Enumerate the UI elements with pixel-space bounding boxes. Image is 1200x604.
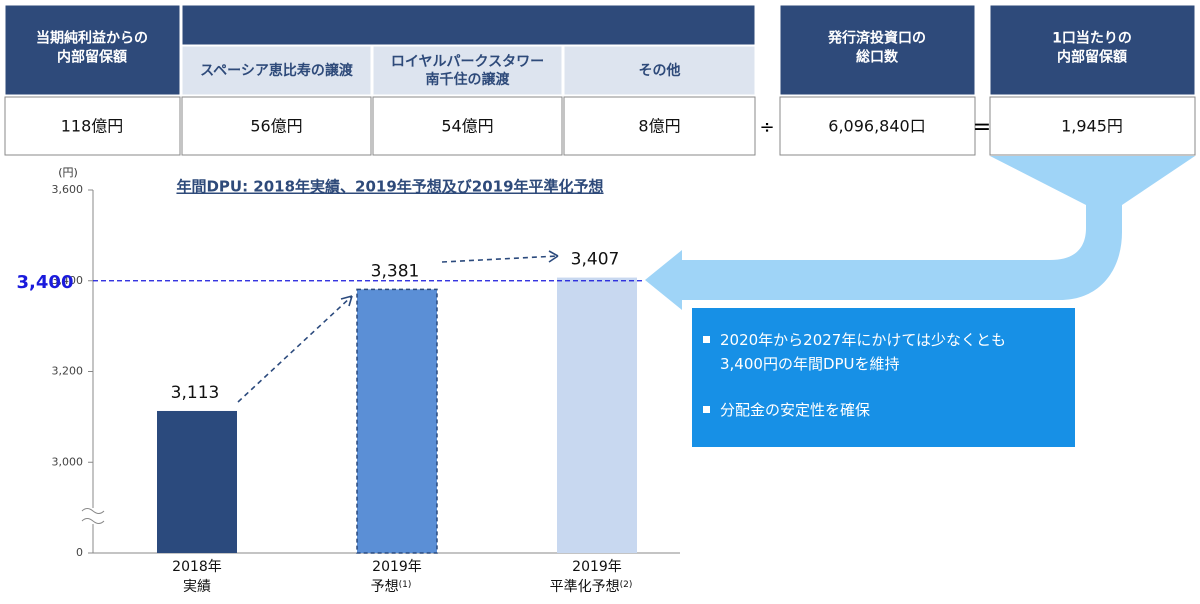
operator: =	[973, 115, 991, 140]
y-tick-label: 3,600	[52, 183, 84, 196]
chart-title: 年間DPU: 2018年実績、2019年予想及び2019年平準化予想	[176, 178, 603, 196]
operator: ÷	[759, 117, 774, 138]
x-tick-line: 2018年	[172, 559, 222, 575]
note-text: 分配金の安定性を確保	[720, 401, 870, 419]
reference-label: 3,400	[17, 272, 74, 293]
note-line: 分配金の安定性を確保	[720, 401, 870, 419]
value-cell	[372, 96, 563, 156]
y-tick-label: 3,200	[52, 365, 84, 378]
note-text: 2020年から2027年にかけては少なくとも 3,400円の年間DPUを維持	[720, 331, 1006, 373]
bullet	[703, 406, 710, 413]
header-text: 発行済投資口の総口数	[827, 30, 926, 66]
footnote-mark: (1)	[399, 580, 412, 590]
subheader-cell	[181, 45, 372, 96]
axis-break	[81, 508, 105, 524]
axis-break	[81, 508, 105, 524]
value-label: 3,381	[371, 261, 420, 281]
cell-value: 118億円	[61, 117, 124, 136]
header-line: 内部留保額	[57, 49, 127, 66]
trend-arrow	[441, 255, 559, 263]
cell-value: 6,096,840口	[828, 117, 925, 136]
x-tick-line: 実績	[183, 579, 211, 595]
header-cell	[4, 4, 181, 96]
y-tick-label: 3,400	[52, 274, 84, 287]
cell-value: 56億円	[250, 117, 302, 136]
value-label: 3,407	[571, 250, 620, 270]
x-tick-line: 平準化予想	[550, 579, 620, 595]
header-line: 南千住の譲渡	[426, 71, 511, 88]
bar	[557, 277, 637, 553]
header-cell	[181, 4, 756, 46]
note-line: 3,400円の年間DPUを維持	[720, 355, 900, 373]
cell-value: 8億円	[638, 117, 680, 136]
flow-arrow	[645, 156, 1195, 310]
subheader-cell	[372, 45, 563, 96]
header-cell	[989, 4, 1196, 96]
arrow-head	[548, 250, 559, 263]
y-tick-label: 0	[76, 546, 83, 559]
note-line: 2020年から2027年にかけては少なくとも	[720, 331, 1006, 349]
value-cell	[4, 96, 181, 156]
header-line: ロイヤルパークスタワー	[391, 54, 544, 70]
footnote-mark: (2)	[620, 580, 633, 590]
cell-value: 1,945円	[1061, 117, 1123, 136]
value-cell	[989, 96, 1196, 156]
header-line: 内部留保額	[1057, 49, 1127, 66]
x-tick-line: 2019年	[372, 559, 422, 575]
y-unit: (円)	[58, 166, 78, 179]
trend-arrow	[237, 295, 353, 403]
value-label: 3,113	[171, 383, 220, 403]
x-tick-line: 2019年	[572, 559, 622, 575]
bar	[157, 410, 237, 553]
header-text: ロイヤルパークスタワー南千住の譲渡	[391, 54, 544, 88]
header-text: 1口当たりの内部留保額	[1052, 30, 1132, 66]
header-line: 発行済投資口の	[827, 30, 926, 47]
value-cell	[779, 96, 976, 156]
arrow-head	[340, 295, 353, 307]
value-cell	[181, 96, 372, 156]
x-tick-label: 2019年平準化予想(2)	[550, 559, 633, 595]
header-line: スペーシア恵比寿の譲渡	[200, 62, 354, 79]
subheader-cell	[563, 45, 756, 96]
cell-value: 54億円	[441, 117, 493, 136]
header-line: 1口当たりの	[1052, 30, 1132, 47]
header-text: その他	[639, 62, 681, 79]
decorations	[237, 250, 559, 403]
x-tick-label: 2018年実績	[172, 559, 222, 595]
bullet	[703, 336, 710, 343]
header-cell	[779, 4, 976, 96]
x-tick-label: 2019年予想(1)	[371, 559, 422, 595]
note-box	[692, 308, 1075, 447]
header-line: その他	[639, 62, 681, 79]
header-line: 総口数	[856, 49, 899, 66]
y-tick-label: 3,000	[52, 455, 84, 468]
header-line: 当期純利益からの	[36, 30, 148, 47]
x-tick-line: 予想	[371, 579, 399, 595]
bar	[356, 288, 438, 554]
header-text: スペーシア恵比寿の譲渡	[200, 62, 354, 79]
header-text: 当期純利益からの内部留保額	[36, 30, 148, 66]
value-cell	[563, 96, 756, 156]
